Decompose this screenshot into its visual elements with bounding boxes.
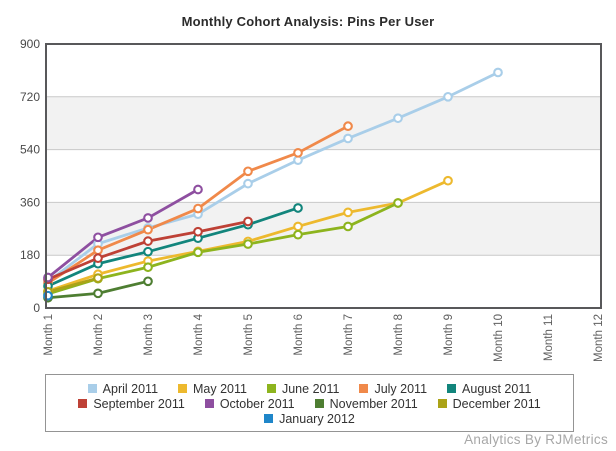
point-august-2011-month-6[interactable] bbox=[293, 203, 303, 213]
point-september-2011-month-3[interactable] bbox=[143, 236, 153, 246]
point-july-2011-month-2[interactable] bbox=[93, 245, 103, 256]
y-tick-label-540: 540 bbox=[20, 143, 40, 157]
legend-swatch-icon bbox=[178, 384, 188, 393]
legend-item-june-2011[interactable]: June 2011 bbox=[266, 381, 340, 396]
legend-swatch-icon bbox=[87, 384, 97, 393]
legend-swatch-icon bbox=[204, 399, 214, 408]
point-june-2011-month-5[interactable] bbox=[243, 239, 253, 249]
legend-swatch-icon bbox=[264, 414, 274, 423]
point-october-2011-month-4[interactable] bbox=[193, 184, 203, 195]
legend-item-july-2011[interactable]: July 2011 bbox=[359, 382, 427, 396]
legend-item-april-2011[interactable]: April 2011 bbox=[87, 381, 159, 396]
legend-label: June 2011 bbox=[281, 381, 340, 396]
y-tick-label-900: 900 bbox=[20, 37, 40, 51]
x-tick-label-month-5: Month 5 bbox=[243, 314, 255, 356]
legend-swatch-icon bbox=[447, 384, 457, 393]
point-september-2011-month-5[interactable] bbox=[243, 216, 253, 227]
point-april-2011-month-5[interactable] bbox=[243, 178, 253, 189]
legend-swatch-icon bbox=[314, 399, 324, 408]
y-tick-label-360: 360 bbox=[20, 195, 40, 209]
point-october-2011-month-3[interactable] bbox=[143, 213, 153, 223]
series-line-april-2011 bbox=[46, 71, 500, 284]
legend-label: December 2011 bbox=[452, 396, 541, 411]
point-july-2011-month-7[interactable] bbox=[343, 121, 353, 131]
x-tick-label-month-2: Month 2 bbox=[93, 314, 105, 356]
point-october-2011-month-2[interactable] bbox=[93, 232, 103, 243]
legend-swatch-icon bbox=[359, 384, 369, 393]
point-april-2011-month-7[interactable] bbox=[343, 133, 353, 144]
legend-row-1: April 2011 May 2011 June 2011 July 2011 Augu… bbox=[87, 381, 531, 396]
watermark-text: Analytics By RJMetrics bbox=[464, 432, 608, 447]
x-tick-label-month-4: Month 4 bbox=[193, 313, 205, 355]
series-line-october-2011 bbox=[46, 188, 200, 279]
legend-row-3: January 2012 bbox=[264, 412, 355, 426]
legend-swatch-icon bbox=[78, 399, 88, 408]
legend-label: July 2011 bbox=[374, 381, 428, 396]
line-chart-plot: 0 180 360 540 720 900 Month 1 Month 2 Month 3 Mon… bbox=[20, 37, 605, 362]
legend-label: October 2011 bbox=[219, 396, 295, 411]
series-line-june-2011 bbox=[46, 201, 400, 296]
band-180-360 bbox=[47, 202, 600, 256]
point-june-2011-month-8[interactable] bbox=[393, 198, 403, 208]
legend-item-september-2011[interactable]: September 2011 bbox=[78, 397, 185, 411]
point-september-2011-month-4[interactable] bbox=[193, 226, 203, 237]
point-april-2011-month-9[interactable] bbox=[443, 91, 453, 102]
point-june-2011-month-7[interactable] bbox=[343, 221, 353, 232]
point-july-2011-month-6[interactable] bbox=[293, 147, 303, 158]
legend-item-november-2011[interactable]: November 2011 bbox=[314, 396, 418, 411]
point-june-2011-month-6[interactable] bbox=[293, 229, 303, 240]
plot-background bbox=[46, 44, 601, 308]
x-tick-label-month-8: Month 8 bbox=[393, 314, 405, 356]
point-september-2011-month-2[interactable] bbox=[93, 253, 103, 263]
y-tick-label-0: 0 bbox=[33, 301, 40, 315]
x-tick-label-month-6: Month 6 bbox=[293, 314, 305, 356]
point-may-2011-month-6[interactable] bbox=[293, 221, 303, 232]
point-may-2011-month-7[interactable] bbox=[343, 207, 353, 218]
point-august-2011-month-3[interactable] bbox=[143, 246, 153, 257]
band-540-720 bbox=[47, 96, 600, 150]
point-december-2011-month-2[interactable] bbox=[93, 273, 103, 283]
legend-label: November 2011 bbox=[329, 396, 418, 411]
legend-label: May 2011 bbox=[193, 381, 247, 396]
chart-title: Monthly Cohort Analysis: Pins Per User bbox=[181, 14, 435, 29]
x-tick-label-month-10: Month 10 bbox=[493, 314, 505, 362]
series-line-august-2011 bbox=[46, 206, 300, 288]
legend-item-august-2011[interactable]: August 2011 bbox=[447, 382, 531, 396]
point-november-2011-month-2[interactable] bbox=[93, 288, 103, 299]
x-tick-label-month-9: Month 9 bbox=[443, 314, 455, 356]
legend-label: April 2011 bbox=[102, 381, 159, 396]
legend-label: August 2011 bbox=[462, 381, 532, 396]
legend-swatch-icon bbox=[266, 384, 276, 393]
legend-item-december-2011[interactable]: December 2011 bbox=[437, 396, 541, 411]
x-tick-label-month-7: Month 7 bbox=[343, 314, 355, 356]
point-july-2011-month-4[interactable] bbox=[193, 203, 203, 214]
point-april-2011-month-8[interactable] bbox=[393, 113, 403, 124]
legend-item-january-2012[interactable]: January 2012 bbox=[264, 412, 355, 426]
legend-row-2: September 2011 October 2011 November 2011 D… bbox=[78, 396, 541, 411]
point-june-2011-month-3[interactable] bbox=[143, 262, 153, 273]
x-tick-label-month-11: Month 11 bbox=[543, 314, 555, 361]
point-june-2011-month-4[interactable] bbox=[193, 247, 203, 258]
x-tick-label-month-1: Month 1 bbox=[43, 314, 55, 356]
legend-label: September 2011 bbox=[93, 396, 185, 411]
point-may-2011-month-9[interactable] bbox=[443, 175, 453, 186]
legend-item-may-2011[interactable]: May 2011 bbox=[178, 382, 247, 396]
x-tick-label-month-3: Month 3 bbox=[143, 314, 155, 356]
y-tick-label-720: 720 bbox=[20, 90, 40, 104]
y-tick-label-180: 180 bbox=[20, 248, 40, 262]
legend-label: January 2012 bbox=[279, 411, 355, 426]
legend-swatch-icon bbox=[437, 399, 447, 408]
point-november-2011-month-3[interactable] bbox=[143, 276, 153, 287]
series-line-december-2011 bbox=[46, 276, 100, 294]
point-april-2011-month-10[interactable] bbox=[493, 67, 503, 78]
legend-item-october-2011[interactable]: October 2011 bbox=[204, 396, 295, 411]
plot-frame bbox=[45, 43, 602, 309]
x-tick-label-month-12: Month 12 bbox=[593, 314, 605, 362]
point-july-2011-month-3[interactable] bbox=[143, 224, 153, 235]
chart-legend: April 2011 May 2011 June 2011 July 2011 Augu… bbox=[45, 374, 574, 432]
point-july-2011-month-5[interactable] bbox=[243, 166, 253, 177]
